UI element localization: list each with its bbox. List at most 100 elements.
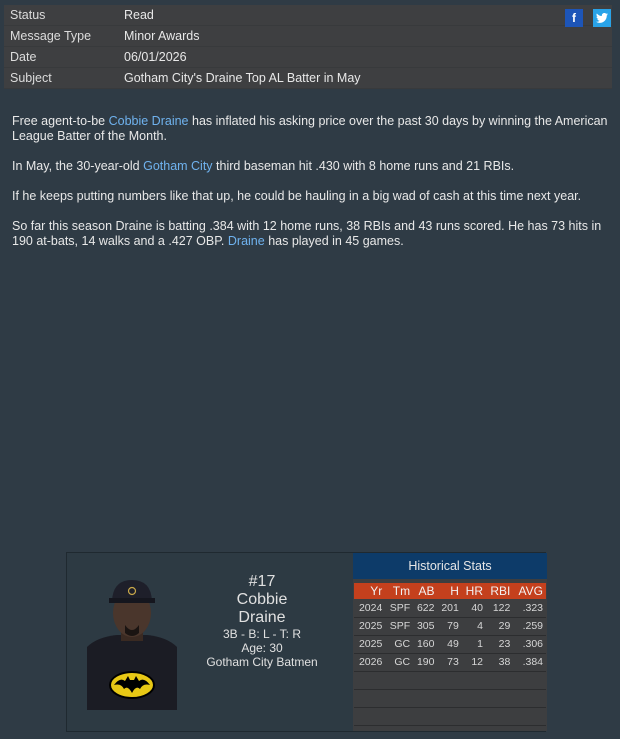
paragraph: In May, the 30-year-old Gotham City thir… <box>12 159 608 174</box>
stats-cell <box>385 671 414 690</box>
stats-cell: 201 <box>437 599 462 618</box>
stats-cell <box>354 689 386 708</box>
text: has played in 45 games. <box>264 234 404 248</box>
stats-cell: 1 <box>461 635 487 654</box>
team-link[interactable]: Gotham City <box>143 159 213 173</box>
stats-cell: 160 <box>413 635 438 654</box>
stats-column-header[interactable]: Tm <box>385 583 414 599</box>
header-label: Subject <box>10 71 52 85</box>
stats-cell: 2024 <box>354 599 386 618</box>
stats-table: Yr Tm AB H HR RBI AVG 2024 SPF 622 201 40 122.323 202… <box>354 583 546 726</box>
stats-cell <box>437 707 462 726</box>
stats-cell <box>513 671 546 690</box>
stats-cell: 2026 <box>354 653 386 672</box>
stats-cell: 49 <box>437 635 462 654</box>
stats-cell <box>413 689 438 708</box>
stats-cell <box>513 707 546 726</box>
stats-cell: 79 <box>437 617 462 636</box>
stats-cell <box>385 707 414 726</box>
header-label: Status <box>10 8 46 22</box>
header-value: Gotham City's Draine Top AL Batter in Ma… <box>124 71 361 85</box>
stats-cell <box>385 689 414 708</box>
stats-cell: 38 <box>486 653 514 672</box>
historical-stats: Historical Stats Yr Tm AB H HR RBI AVG 2024 SPF 6… <box>353 553 547 731</box>
stats-cell: 2025 <box>354 635 386 654</box>
facebook-share-button[interactable]: f <box>565 9 583 27</box>
stats-row <box>354 671 546 690</box>
stats-column-header[interactable]: RBI <box>486 583 514 599</box>
stats-cell <box>437 689 462 708</box>
stats-cell: SPF <box>385 599 414 618</box>
stats-cell: 29 <box>486 617 514 636</box>
stats-cell <box>461 689 487 708</box>
stats-cell: 4 <box>461 617 487 636</box>
twitter-icon <box>596 13 608 23</box>
text: In May, the 30-year-old <box>12 159 144 173</box>
stats-row: 2025 GC 160 49 1 23.306 <box>354 635 546 654</box>
text: has inflated his asking price over the p… <box>12 114 608 143</box>
header-label: Date <box>10 50 37 64</box>
stats-cell: .323 <box>513 599 546 618</box>
player-team: Gotham City Batmen <box>206 655 318 669</box>
player-link[interactable]: Draine <box>227 234 265 248</box>
stats-row <box>354 689 546 708</box>
stats-cell <box>513 689 546 708</box>
player-position: 3B - B: L - T: R <box>222 627 302 641</box>
header-row: Status Read <box>4 5 612 26</box>
stats-cell: 2025 <box>354 617 386 636</box>
message-body: Free agent-to-be Cobbie Draine has infla… <box>12 114 608 264</box>
header-value: Minor Awards <box>124 29 200 43</box>
stats-cell <box>486 707 514 726</box>
header-label: Message Type <box>10 29 92 43</box>
stats-row: 2024 SPF 622 201 40 122.323 <box>354 599 546 618</box>
stats-column-header[interactable]: H <box>437 583 462 599</box>
stats-cell <box>486 671 514 690</box>
stats-cell: 305 <box>413 617 438 636</box>
text: third baseman hit .430 with 8 home runs … <box>212 159 515 173</box>
text: So far this season Draine is batting .38… <box>12 219 602 248</box>
player-first-name: Cobbie <box>236 591 288 608</box>
stats-cell <box>486 689 514 708</box>
stats-cell: .384 <box>513 653 546 672</box>
stats-cell: .306 <box>513 635 546 654</box>
player-link[interactable]: Cobbie Draine <box>108 114 189 128</box>
stats-cell <box>413 671 438 690</box>
stats-cell: GC <box>385 635 414 654</box>
stats-cell <box>413 707 438 726</box>
player-info: #17 Cobbie Draine 3B - B: L - T: R Age: … <box>197 573 327 669</box>
stats-column-header[interactable]: HR <box>461 583 487 599</box>
player-portrait-icon <box>87 577 177 710</box>
stats-cell: .259 <box>513 617 546 636</box>
player-photo[interactable] <box>87 577 177 710</box>
twitter-share-button[interactable] <box>593 9 611 27</box>
stats-cell <box>461 671 487 690</box>
stats-cell: 622 <box>413 599 438 618</box>
stats-cell: GC <box>385 653 414 672</box>
facebook-icon: f <box>572 11 576 25</box>
stats-cell: SPF <box>385 617 414 636</box>
stats-column-header[interactable]: Yr <box>354 583 386 599</box>
player-last-name: Draine <box>238 609 286 626</box>
stats-cell: 122 <box>486 599 514 618</box>
player-age: Age: 30 <box>241 641 283 655</box>
stats-cell: 190 <box>413 653 438 672</box>
header-row: Date 06/01/2026 <box>4 47 612 68</box>
stats-cell: 12 <box>461 653 487 672</box>
text: Free agent-to-be <box>12 114 109 128</box>
stats-cell <box>354 671 386 690</box>
stats-cell <box>461 707 487 726</box>
stats-column-header[interactable]: AB <box>413 583 438 599</box>
header-row: Message Type Minor Awards <box>4 26 612 47</box>
player-number: #17 <box>248 573 276 590</box>
stats-row <box>354 707 546 726</box>
stats-row: 2025 SPF 305 79 4 29.259 <box>354 617 546 636</box>
header-row: Subject Gotham City's Draine Top AL Batte… <box>4 68 612 89</box>
stats-column-header[interactable]: AVG <box>513 583 546 599</box>
header-value: 06/01/2026 <box>124 50 187 64</box>
paragraph: So far this season Draine is batting .38… <box>12 219 608 249</box>
stats-cell <box>437 671 462 690</box>
stats-cell: 73 <box>437 653 462 672</box>
paragraph: Free agent-to-be Cobbie Draine has infla… <box>12 114 608 144</box>
stats-cell: 40 <box>461 599 487 618</box>
stats-cell: 23 <box>486 635 514 654</box>
